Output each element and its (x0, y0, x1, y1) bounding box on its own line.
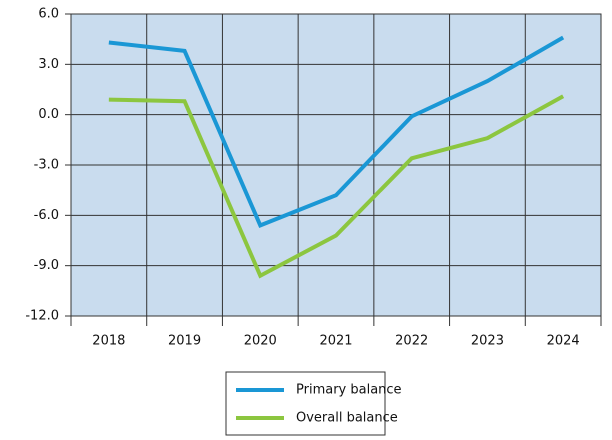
x-tick-label: 2018 (92, 334, 125, 349)
series-line (108, 35, 565, 228)
y-tick-label: 6.0 (38, 7, 59, 22)
x-tick-label: 2021 (319, 334, 352, 349)
x-tick-label: 2024 (547, 334, 580, 349)
x-tick-label: 2022 (395, 334, 428, 349)
x-tick-label: 2020 (244, 334, 277, 349)
y-tick-label: 0.0 (38, 107, 59, 122)
y-tick-label: 3.0 (38, 57, 59, 72)
series-line (108, 94, 565, 279)
legend-label: Overall balance (296, 411, 398, 426)
legend-box (225, 371, 386, 436)
plot-border (70, 13, 602, 317)
y-tick-label: -3.0 (34, 158, 59, 173)
y-tick-label: -9.0 (34, 258, 59, 273)
legend-label: Primary balance (296, 383, 402, 398)
y-tick-label: -6.0 (34, 208, 59, 223)
y-tick-label: -12.0 (25, 309, 59, 324)
x-tick-label: 2023 (471, 334, 504, 349)
x-tick-label: 2019 (168, 334, 201, 349)
